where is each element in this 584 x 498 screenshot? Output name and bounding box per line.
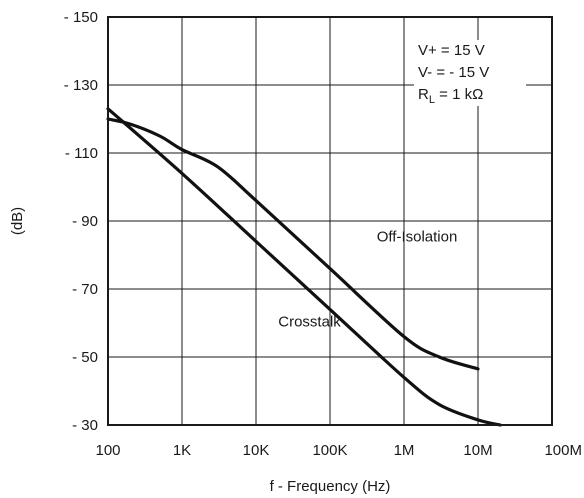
- condition-load: RL = 1 kΩ: [418, 86, 483, 106]
- y-tick-label-4: - 70: [72, 281, 98, 298]
- series-label-crosstalk: Crosstalk: [278, 313, 341, 330]
- y-tick-label-5: - 50: [72, 349, 98, 366]
- series-crosstalk-line: [106, 107, 502, 427]
- y-axis-label: (dB): [9, 207, 26, 235]
- y-tick-labels: - 150 - 130 - 110 - 90 - 70 - 50 - 30: [64, 9, 98, 434]
- x-tick-label-5: 10M: [463, 442, 492, 459]
- y-tick-label-6: - 30: [72, 417, 98, 434]
- x-tick-label-3: 100K: [312, 442, 347, 459]
- series-labels: Off-Isolation Crosstalk: [278, 228, 457, 330]
- series-off-isolation-line: [106, 117, 480, 371]
- y-tick-label-3: - 90: [72, 213, 98, 230]
- plot-frame: [107, 16, 553, 426]
- conditions-background: [414, 40, 526, 106]
- condition-vplus: V+ = 15 V: [418, 42, 485, 59]
- x-tick-label-2: 10K: [243, 442, 270, 459]
- x-tick-label-0: 100: [95, 442, 120, 459]
- series-label-off-isolation: Off-Isolation: [377, 228, 458, 245]
- x-tick-labels: 100 1K 10K 100K 1M 10M 100M: [95, 442, 582, 459]
- condition-load-subscript: L: [429, 94, 435, 106]
- condition-vminus: V- = - 15 V: [418, 64, 489, 81]
- y-tick-label-0: - 150: [64, 9, 98, 26]
- x-tick-label-1: 1K: [173, 442, 191, 459]
- conditions-box: V+ = 15 V V- = - 15 V RL = 1 kΩ: [414, 40, 526, 106]
- y-tick-label-2: - 110: [65, 145, 98, 162]
- x-tick-label-6: 100M: [544, 442, 582, 459]
- x-tick-label-4: 1M: [394, 442, 415, 459]
- x-axis-label: f - Frequency (Hz): [270, 478, 391, 495]
- curves: [106, 107, 502, 427]
- condition-load-symbol: R: [418, 86, 429, 103]
- y-tick-label-1: - 130: [64, 77, 98, 94]
- condition-load-value: = 1 kΩ: [435, 86, 483, 103]
